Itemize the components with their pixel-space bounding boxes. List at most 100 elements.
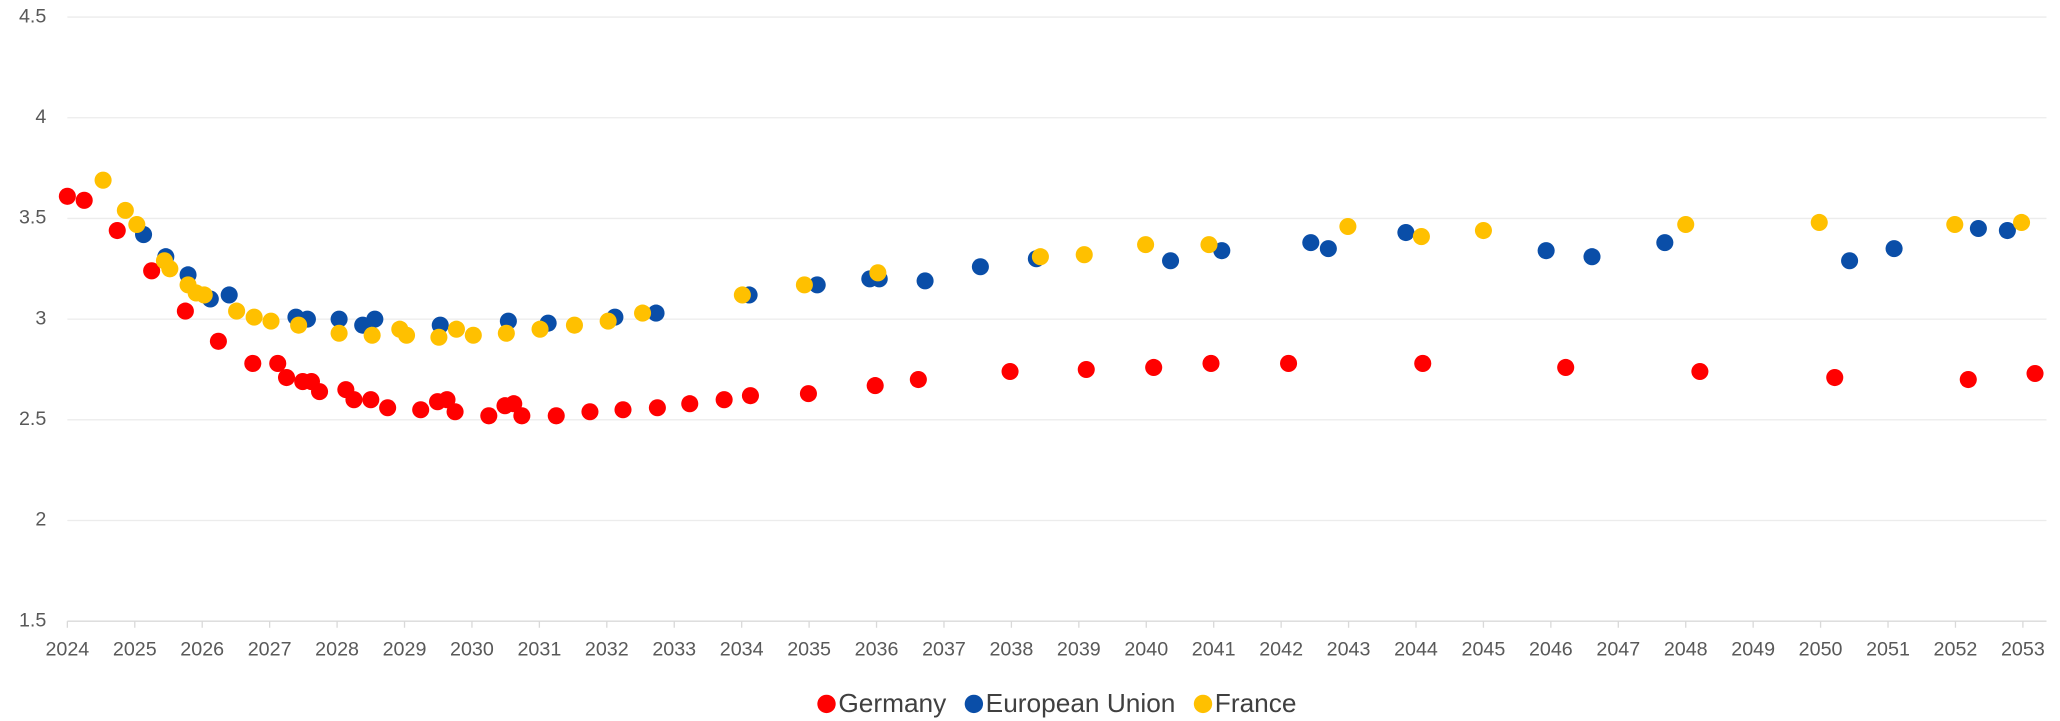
point bbox=[505, 395, 523, 413]
point bbox=[1001, 362, 1019, 381]
point bbox=[143, 262, 161, 280]
point bbox=[363, 326, 381, 344]
legend-marker bbox=[1193, 694, 1213, 714]
point bbox=[1557, 358, 1575, 376]
point bbox=[1414, 354, 1432, 372]
point bbox=[1677, 215, 1695, 234]
point bbox=[209, 332, 227, 350]
x-tick-label: 2024 bbox=[45, 638, 89, 660]
x-tick-label: 2028 bbox=[315, 638, 359, 660]
point bbox=[1213, 242, 1231, 260]
point bbox=[741, 387, 759, 405]
point bbox=[581, 403, 599, 421]
point bbox=[1959, 371, 1977, 389]
x-tick-label: 2026 bbox=[180, 638, 224, 660]
point bbox=[1691, 362, 1709, 381]
legend-label: European Union bbox=[986, 688, 1176, 718]
point bbox=[513, 407, 531, 425]
x-tick-label: 2034 bbox=[720, 638, 764, 660]
point bbox=[2013, 213, 2031, 232]
point bbox=[1077, 360, 1095, 379]
point bbox=[1656, 234, 1674, 252]
point bbox=[648, 399, 666, 417]
x-tick-label: 2042 bbox=[1259, 638, 1303, 660]
point bbox=[1969, 219, 1987, 238]
point bbox=[634, 304, 652, 322]
point bbox=[1583, 248, 1601, 266]
point bbox=[128, 215, 146, 234]
point bbox=[733, 286, 751, 304]
x-tick-label: 2038 bbox=[989, 638, 1033, 660]
point bbox=[497, 324, 515, 342]
point bbox=[971, 258, 989, 276]
point bbox=[161, 260, 179, 278]
point bbox=[464, 326, 482, 344]
x-tick-label: 2030 bbox=[450, 638, 494, 660]
legend-marker bbox=[964, 694, 984, 714]
point bbox=[412, 401, 430, 419]
point bbox=[480, 407, 498, 425]
point bbox=[330, 310, 348, 328]
point bbox=[647, 304, 665, 322]
x-tick-label: 2041 bbox=[1192, 638, 1236, 660]
x-tick-label: 2036 bbox=[855, 638, 899, 660]
point bbox=[438, 391, 456, 409]
y-tick-label: 3.5 bbox=[19, 207, 46, 229]
x-tick-label: 2046 bbox=[1529, 638, 1573, 660]
point bbox=[269, 354, 287, 372]
point bbox=[866, 377, 884, 395]
point bbox=[1339, 217, 1357, 236]
point bbox=[1810, 213, 1828, 232]
point bbox=[1075, 246, 1093, 264]
x-tick-label: 2047 bbox=[1596, 638, 1640, 660]
x-tick-label: 2040 bbox=[1124, 638, 1168, 660]
x-tick-label: 2033 bbox=[652, 638, 696, 660]
point bbox=[808, 276, 826, 294]
x-tick-label: 2053 bbox=[2001, 638, 2045, 660]
point bbox=[2026, 364, 2044, 383]
point bbox=[245, 308, 263, 326]
point bbox=[1826, 368, 1844, 387]
y-tick-label: 4 bbox=[35, 106, 46, 128]
x-tick-label: 2049 bbox=[1731, 638, 1775, 660]
point bbox=[1841, 252, 1859, 270]
y-tick-label: 2.5 bbox=[19, 408, 46, 430]
point bbox=[244, 354, 262, 372]
point bbox=[116, 201, 134, 219]
x-tick-label: 2044 bbox=[1394, 638, 1438, 660]
point bbox=[195, 286, 213, 304]
point bbox=[1998, 221, 2016, 240]
point bbox=[1412, 228, 1430, 246]
point bbox=[531, 320, 549, 338]
y-tick-label: 4.5 bbox=[19, 5, 46, 27]
point bbox=[1885, 240, 1903, 258]
x-tick-label: 2037 bbox=[922, 638, 966, 660]
point bbox=[1397, 224, 1415, 242]
x-tick-label: 2035 bbox=[787, 638, 831, 660]
point bbox=[599, 312, 617, 330]
point bbox=[1280, 354, 1298, 372]
point bbox=[176, 302, 194, 320]
point bbox=[1137, 236, 1155, 254]
point bbox=[715, 391, 733, 409]
point bbox=[290, 316, 308, 334]
x-tick-label: 2043 bbox=[1327, 638, 1371, 660]
legend-label: Germany bbox=[838, 688, 947, 718]
point bbox=[909, 371, 927, 389]
point bbox=[311, 383, 329, 401]
point bbox=[430, 328, 448, 346]
y-tick-label: 3 bbox=[35, 307, 46, 329]
x-tick-label: 2032 bbox=[585, 638, 629, 660]
point bbox=[362, 391, 380, 409]
x-tick-label: 2027 bbox=[248, 638, 292, 660]
point bbox=[75, 191, 93, 209]
y-tick-label: 2 bbox=[35, 509, 46, 531]
point bbox=[345, 391, 363, 409]
point bbox=[795, 276, 813, 294]
point bbox=[1202, 354, 1220, 372]
point bbox=[330, 324, 348, 342]
point bbox=[1162, 252, 1180, 270]
x-tick-label: 2039 bbox=[1057, 638, 1101, 660]
